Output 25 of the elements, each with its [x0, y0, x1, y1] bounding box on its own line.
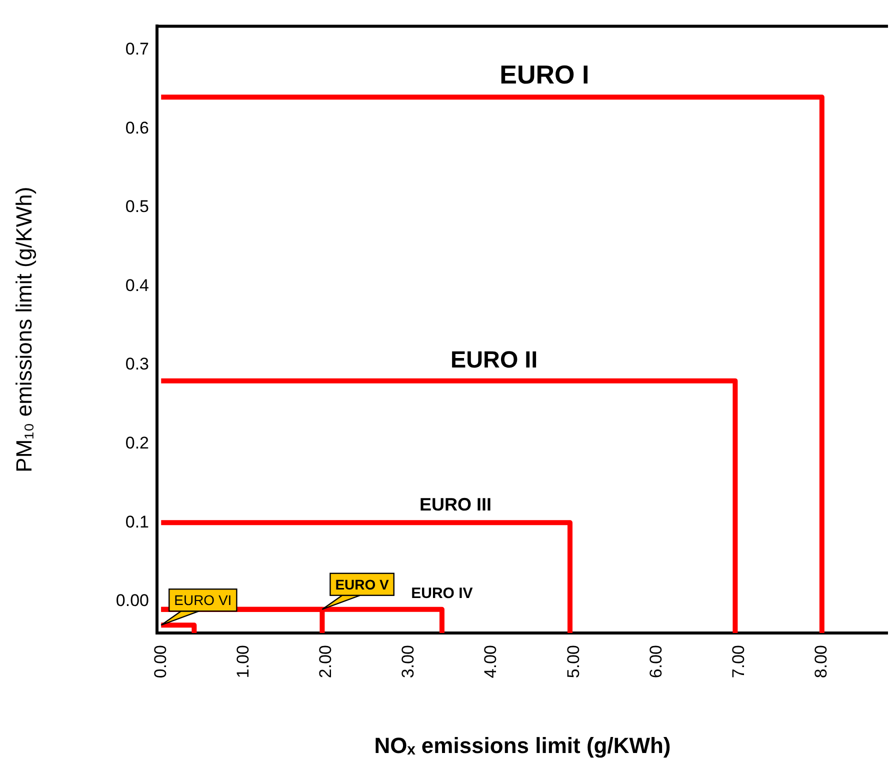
x-axis-title: NOₓ emissions limit (g/KWh) [374, 732, 671, 758]
y-tick-label: 0.00 [116, 591, 149, 610]
y-tick-label: 0.2 [125, 434, 149, 453]
y-tick-label: 0.6 [125, 118, 149, 138]
x-tick-label: 2.00 [316, 645, 336, 678]
y-tick-label: 0.3 [125, 354, 149, 374]
x-tick-label: 4.00 [481, 645, 500, 678]
x-tick-label: 7.00 [729, 645, 748, 678]
x-tick-label: 3.00 [398, 645, 418, 678]
x-tick-label: 1.00 [233, 645, 252, 678]
series-label: EURO IV [411, 585, 473, 602]
y-tick-label: 0.5 [125, 197, 149, 216]
series-label: EURO II [450, 346, 538, 373]
series-label: EURO VI [174, 592, 232, 608]
x-tick-label: 6.00 [646, 645, 666, 678]
x-tick-label: 0.00 [150, 645, 170, 678]
y-tick-label: 0.4 [125, 276, 149, 295]
x-tick-label: 5.00 [564, 645, 583, 678]
series-label: EURO I [500, 59, 590, 90]
series-label: EURO V [335, 576, 390, 592]
y-tick-label: 0.7 [125, 40, 149, 59]
x-tick-label: 8.00 [812, 645, 831, 678]
y-axis-title: PM₁₀ emissions limit (g/KWh) [11, 186, 36, 472]
series-label: EURO III [420, 494, 492, 515]
y-tick-label: 0.1 [125, 512, 149, 532]
